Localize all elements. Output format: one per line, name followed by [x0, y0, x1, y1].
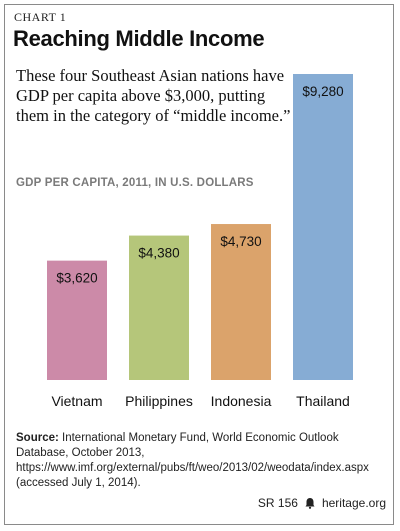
- value-label-indonesia: $4,730: [220, 234, 261, 249]
- category-label-philippines: Philippines: [125, 393, 193, 409]
- source-label: Source:: [16, 432, 59, 444]
- bell-icon: [305, 498, 315, 509]
- footer: SR 156 heritage.org: [258, 496, 386, 510]
- value-label-vietnam: $3,620: [56, 271, 97, 286]
- source-text: International Monetary Fund, World Econo…: [16, 432, 369, 489]
- y-axis-label: GDP PER CAPITA, 2011, IN U.S. DOLLARS: [16, 177, 254, 189]
- site-name: heritage.org: [321, 496, 386, 510]
- chart-title: Reaching Middle Income: [13, 26, 265, 51]
- chart-subtitle: These four Southeast Asian nations have …: [16, 66, 291, 125]
- value-label-philippines: $4,380: [138, 246, 179, 261]
- report-id: SR 156: [257, 496, 298, 510]
- bar-indonesia: [211, 224, 271, 380]
- chart-number-label: CHART 1: [14, 10, 67, 24]
- bar-thailand: [293, 74, 353, 380]
- source-note: Source: International Monetary Fund, Wor…: [16, 431, 376, 491]
- value-label-thailand: $9,280: [302, 84, 343, 99]
- category-label-thailand: Thailand: [296, 393, 350, 409]
- bar-philippines: [129, 235, 189, 380]
- category-label-vietnam: Vietnam: [51, 393, 102, 409]
- category-label-indonesia: Indonesia: [211, 393, 272, 409]
- bar-vietnam: [47, 260, 107, 380]
